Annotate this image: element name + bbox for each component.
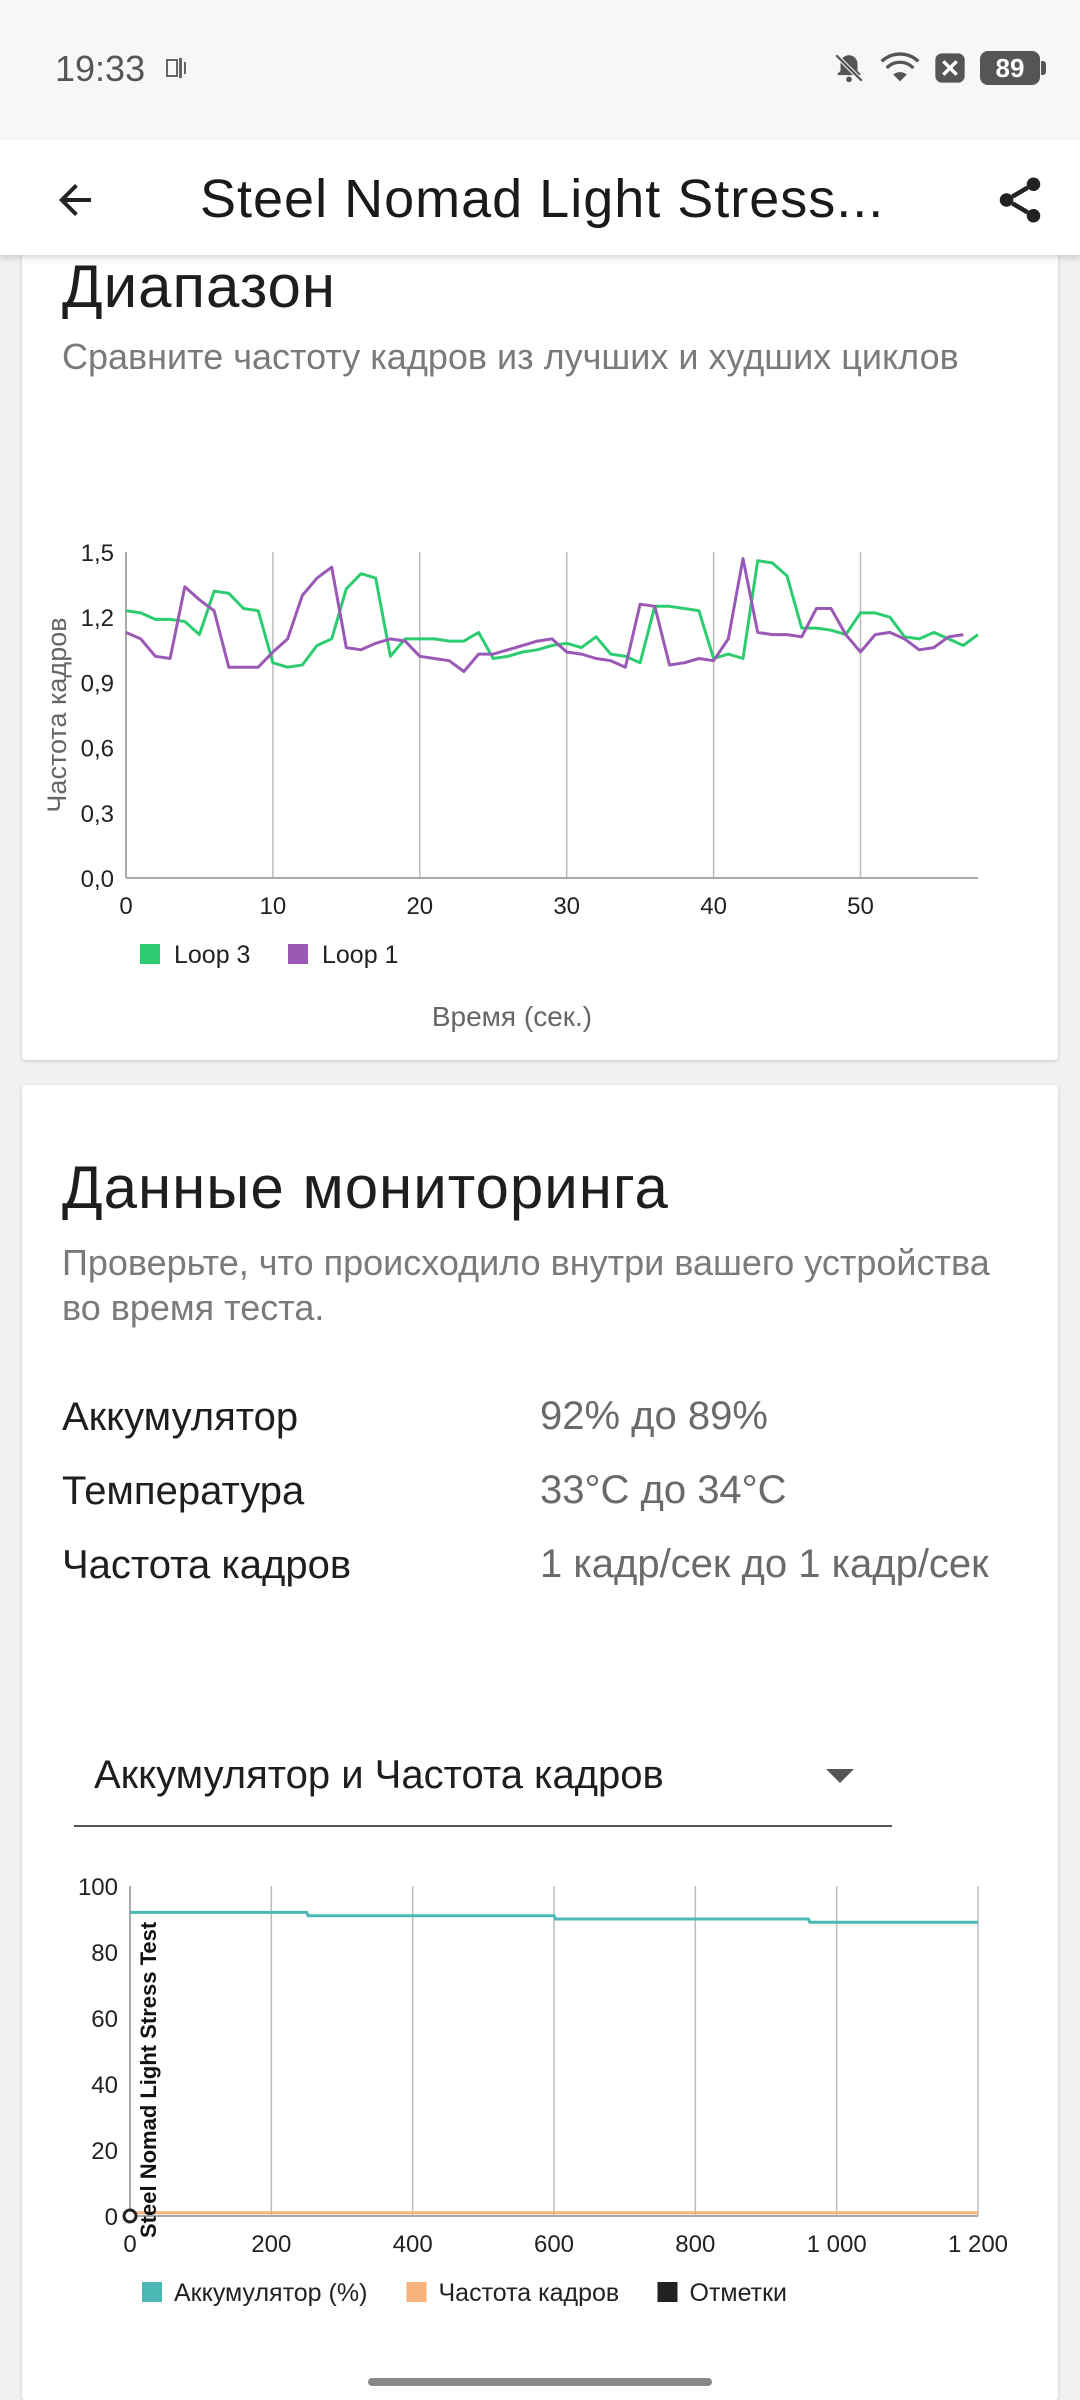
legend-swatch	[142, 2282, 162, 2302]
monitoring-card-subtitle: Проверьте, что происходило внутри вашего…	[62, 1242, 990, 1328]
x-tick-label: 50	[847, 893, 874, 920]
series-line-loop-3	[125, 559, 979, 669]
stat-value-battery: 92% до 89%	[540, 1394, 768, 1438]
y-tick-label: 0	[105, 2204, 118, 2231]
navigation-handle[interactable]	[368, 2378, 712, 2386]
dropdown-arrow-icon	[826, 1769, 854, 1783]
stat-value-framerate: 1 кадр/сек до 1 кадр/сек	[540, 1542, 989, 1586]
marker-point	[122, 2208, 138, 2224]
y-tick-label: 0,0	[81, 866, 114, 893]
y-tick-label: 0,3	[81, 801, 114, 828]
marker-label: Steel Nomad Light Stress Test	[136, 1921, 161, 2238]
range-card-title: Диапазон	[62, 253, 337, 320]
monitoring-card: Данные мониторинга Проверьте, что происх…	[22, 1085, 1058, 2400]
legend-label: Loop 3	[174, 941, 250, 969]
chart-selector-dropdown[interactable]: Аккумулятор и Частота кадров	[74, 1725, 892, 1827]
y-tick-label: 0,6	[81, 736, 114, 763]
app-title: Steel Nomad Light Stress...	[200, 169, 885, 229]
arrow-left-icon	[59, 183, 91, 216]
x-tick-label: 400	[393, 2231, 433, 2258]
y-tick-label: 60	[91, 2006, 118, 2033]
legend-label: Отметки	[690, 2279, 788, 2307]
y-tick-label: 80	[91, 1940, 118, 1967]
x-tick-label: 30	[553, 893, 580, 920]
x-tick-label: 200	[251, 2231, 291, 2258]
x-tick-label: 800	[675, 2231, 715, 2258]
stat-label-temperature: Температура	[62, 1469, 305, 1513]
y-tick-label: 100	[78, 1874, 118, 1901]
legend-label: Частота кадров	[439, 2279, 620, 2307]
y-tick-label: 20	[91, 2138, 118, 2165]
status-bar: 19:33 89	[0, 0, 1080, 140]
x-tick-label: 0	[123, 2231, 136, 2258]
x-tick-label: 40	[700, 893, 727, 920]
legend-swatch	[288, 944, 308, 964]
series-line-battery	[130, 1910, 978, 1924]
close-box-icon	[935, 53, 965, 83]
range-card: Диапазон Сравните частоту кадров из лучш…	[22, 200, 1058, 1060]
battery-icon: 89	[980, 51, 1046, 85]
x-tick-label: 20	[406, 893, 433, 920]
stat-label-battery: Аккумулятор	[62, 1395, 299, 1439]
y-axis-label: Частота кадров	[42, 617, 72, 812]
x-tick-label: 1 000	[807, 2231, 867, 2258]
share-button[interactable]	[980, 162, 1060, 237]
series-line-loop-1	[125, 557, 964, 673]
back-button[interactable]	[30, 162, 120, 237]
x-tick-label: 600	[534, 2231, 574, 2258]
x-tick-label: 10	[260, 893, 287, 920]
stat-value-temperature: 33°C до 34°C	[540, 1468, 787, 1512]
legend-swatch	[406, 2282, 427, 2302]
x-tick-label: 1 200	[948, 2231, 1008, 2258]
share-icon	[999, 177, 1041, 222]
stat-label-framerate: Частота кадров	[62, 1543, 352, 1587]
app-bar: Steel Nomad Light Stress...	[0, 140, 1080, 255]
framerate-range-chart: 0 10 20 30 40 50 0,0 0,3 0,6 0,9 1,2 1,5 Частота кад…	[42, 540, 979, 1032]
battery-framerate-chart: 0 200 400 600 800 1 000 1 200 0 20 40 60 80 100 Steel…	[78, 1874, 1008, 2307]
legend-label: Loop 1	[322, 941, 398, 969]
legend-label: Аккумулятор (%)	[174, 2279, 367, 2307]
y-tick-label: 1,5	[81, 540, 114, 567]
y-tick-label: 1,2	[81, 605, 114, 632]
y-tick-label: 40	[91, 2072, 118, 2099]
status-time: 19:33	[55, 48, 146, 89]
notification-icon	[166, 58, 186, 78]
legend-swatch	[657, 2282, 678, 2302]
dropdown-selected-value: Аккумулятор и Частота кадров	[94, 1753, 664, 1797]
y-tick-label: 0,9	[81, 670, 114, 697]
legend-swatch	[140, 944, 160, 964]
monitoring-card-title: Данные мониторинга	[62, 1154, 669, 1221]
bell-off-icon	[834, 53, 864, 83]
wifi-icon	[880, 52, 920, 82]
range-card-subtitle: Сравните частоту кадров из лучших и худш…	[62, 336, 959, 377]
x-tick-label: 0	[119, 893, 132, 920]
x-axis-label: Время (сек.)	[432, 1001, 592, 1032]
